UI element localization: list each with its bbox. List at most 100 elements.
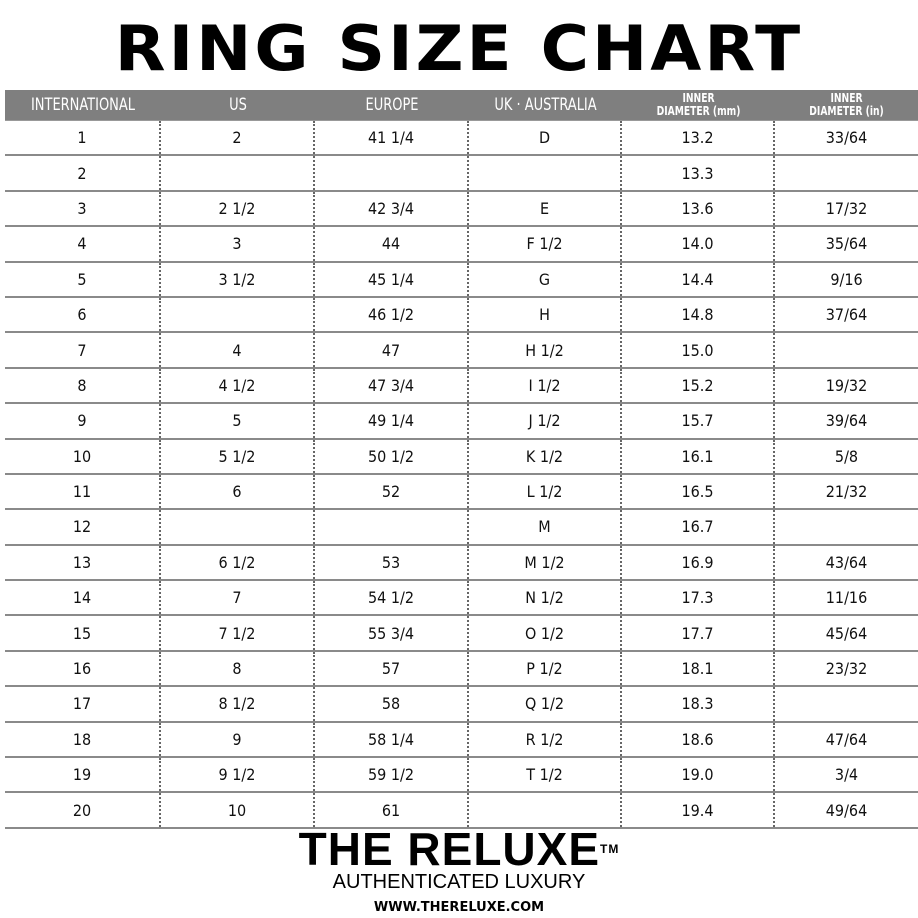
table-cell: R 1/2 [469, 722, 622, 757]
table-cell: 16.7 [622, 510, 775, 544]
table-cell: 16.5 [622, 474, 775, 509]
table-cell [469, 156, 622, 190]
table-cell: 12 [5, 510, 161, 544]
table-cell: 2 1/2 [161, 191, 315, 226]
brand-logo: THE RELUXETM [0, 826, 918, 872]
table-cell: 19.4 [622, 793, 775, 827]
table-cell: 58 [315, 687, 469, 721]
col-header-europe: EUROPE [365, 95, 419, 115]
table-cell [315, 510, 469, 544]
table-cell: 37/64 [825, 305, 868, 325]
table-cell: 3 [161, 227, 315, 261]
table-cell: 5/8 [834, 446, 859, 466]
table-cell [161, 297, 315, 332]
table-row: 18 9 58 1/4 R 1/2 18.6 47/64 [5, 722, 918, 759]
brand-tagline: AUTHENTICATED LUXURY [332, 871, 586, 893]
table-cell: 61 [315, 793, 469, 827]
table-cell: N 1/2 [469, 581, 622, 615]
table-cell: 55 3/4 [315, 616, 469, 650]
table-cell: 20 [5, 793, 161, 827]
table-cell: 2 [161, 121, 315, 155]
table-cell: 11/16 [825, 588, 868, 608]
table-cell: 15.7 [622, 404, 775, 438]
table-cell: 14 [5, 581, 161, 615]
table-cell: H [469, 297, 622, 332]
table-cell: 33/64 [825, 128, 868, 148]
table-row: 1 2 41 1/4 D 13.2 33/64 [5, 121, 918, 157]
table-cell: 5 1/2 [161, 439, 315, 473]
table-cell: 14.4 [622, 262, 775, 296]
ring-size-table: INTERNATIONAL US EUROPE UK · AUSTRALIA I… [5, 90, 918, 829]
table-row: 2 13.3 [5, 156, 918, 192]
table-cell: 16.1 [622, 439, 775, 473]
table-cell: 10 [5, 439, 161, 473]
table-cell: 17 [5, 687, 161, 721]
table-cell: 54 1/2 [315, 581, 469, 615]
table-cell: 57 [315, 651, 469, 686]
table-cell: 18.6 [622, 722, 775, 757]
table-cell: 46 1/2 [315, 297, 469, 332]
table-cell: Q 1/2 [469, 687, 622, 721]
table-cell: 13.6 [622, 191, 775, 226]
table-cell: 16 [5, 651, 161, 686]
table-cell: 49/64 [825, 800, 868, 820]
table-cell: 45/64 [825, 623, 868, 643]
table-cell: 7 1/2 [161, 616, 315, 650]
table-cell: T 1/2 [469, 758, 622, 792]
table-cell: E [469, 191, 622, 226]
table-cell [775, 687, 918, 720]
table-cell [775, 156, 918, 189]
table-cell: 18.1 [622, 651, 775, 686]
table-cell: 14.0 [622, 227, 775, 261]
table-cell: 3/4 [834, 765, 859, 785]
table-cell: 42 3/4 [315, 191, 469, 226]
table-cell: 50 1/2 [315, 439, 469, 473]
table-cell: 3 [5, 191, 161, 226]
col-header-us: US [229, 95, 247, 115]
table-cell: 6 1/2 [161, 545, 315, 580]
table-cell: 14.8 [622, 297, 775, 332]
table-cell [315, 156, 469, 190]
table-cell: 15 [5, 616, 161, 650]
table-row: 16 8 57 P 1/2 18.1 23/32 [5, 651, 918, 688]
table-cell: 8 [161, 651, 315, 686]
table-cell: 53 [315, 545, 469, 580]
table-body: 1 2 41 1/4 D 13.2 33/64 2 13.3 3 2 1/2 42 3/4 E 13.6… [5, 121, 918, 829]
table-cell: 45 1/4 [315, 262, 469, 296]
table-row: 20 10 61 19.4 49/64 [5, 793, 918, 829]
table-cell: 9 [5, 404, 161, 438]
table-cell: G [469, 262, 622, 296]
table-cell [775, 333, 918, 366]
table-cell: 17.3 [622, 581, 775, 615]
table-cell: 7 [161, 581, 315, 615]
table-cell: 15.0 [622, 333, 775, 367]
table-cell: 4 1/2 [161, 368, 315, 403]
table-row: 15 7 1/2 55 3/4 O 1/2 17.7 45/64 [5, 616, 918, 652]
table-cell: 47 [315, 333, 469, 367]
table-row: 11 6 52 L 1/2 16.5 21/32 [5, 474, 918, 511]
trademark: TM [600, 842, 620, 856]
table-cell: J 1/2 [469, 404, 622, 438]
table-cell: 49 1/4 [315, 404, 469, 438]
table-cell: 19.0 [622, 758, 775, 792]
table-cell: 3 1/2 [161, 262, 315, 296]
table-cell: 16.9 [622, 545, 775, 580]
table-cell: 41 1/4 [315, 121, 469, 155]
table-cell: M 1/2 [469, 545, 622, 580]
table-cell: 2 [5, 156, 161, 190]
table-row: 9 5 49 1/4 J 1/2 15.7 39/64 [5, 404, 918, 440]
table-cell: 47/64 [825, 729, 868, 749]
table-cell [775, 510, 918, 543]
table-cell: 9 1/2 [161, 758, 315, 792]
table-cell: 17/32 [825, 198, 868, 218]
table-row: 19 9 1/2 59 1/2 T 1/2 19.0 3/4 [5, 758, 918, 794]
table-cell: 5 [161, 404, 315, 438]
table-cell: 18 [5, 722, 161, 757]
table-cell: 5 [5, 262, 161, 296]
table-cell: H 1/2 [469, 333, 622, 367]
table-cell: 1 [5, 121, 161, 155]
table-cell: M [469, 510, 622, 544]
table-cell: 59 1/2 [315, 758, 469, 792]
